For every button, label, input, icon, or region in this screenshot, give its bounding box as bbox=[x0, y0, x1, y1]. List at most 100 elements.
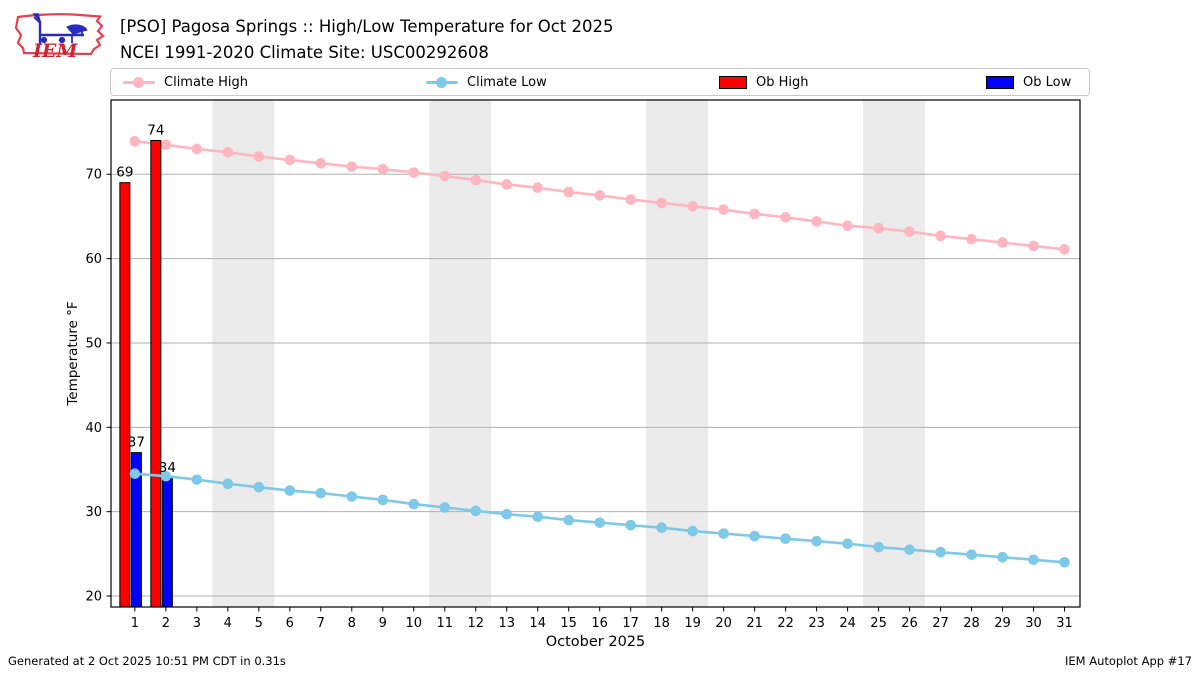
climate-high-marker bbox=[222, 147, 234, 158]
climate-low-marker bbox=[780, 533, 791, 544]
ob-high-bar bbox=[150, 139, 162, 608]
legend-item-climate-high: Climate High bbox=[123, 69, 248, 95]
x-tick-label: 9 bbox=[379, 616, 387, 631]
title-block: [PSO] Pagosa Springs :: High/Low Tempera… bbox=[120, 14, 614, 66]
climate-high-marker bbox=[501, 179, 513, 190]
climate-high-marker bbox=[780, 211, 791, 223]
climate-low-marker bbox=[315, 487, 327, 499]
x-tick-label: 28 bbox=[963, 616, 980, 631]
climate-low-marker bbox=[718, 528, 729, 539]
x-tick-label: 1 bbox=[131, 616, 139, 631]
legend-label: Climate Low bbox=[467, 74, 547, 90]
y-tick-label: 60 bbox=[85, 252, 102, 267]
x-tick-label: 4 bbox=[224, 616, 232, 631]
y-tick-label: 70 bbox=[85, 168, 102, 183]
legend-item-ob-high: Ob High bbox=[719, 69, 809, 95]
climate-high-marker bbox=[563, 186, 574, 198]
climate-high-marker bbox=[377, 163, 389, 175]
ob-high-bar-label: 74 bbox=[147, 122, 164, 138]
x-tick-label: 26 bbox=[901, 616, 918, 631]
x-tick-label: 3 bbox=[193, 616, 201, 631]
x-tick-label: 11 bbox=[436, 616, 453, 631]
climate-high-marker bbox=[253, 151, 265, 162]
app-credit: IEM Autoplot App #17 bbox=[1064, 654, 1192, 668]
climate-high-line-icon bbox=[123, 76, 155, 88]
climate-low-marker bbox=[563, 514, 574, 526]
y-tick-label: 30 bbox=[85, 505, 102, 520]
x-tick-label: 22 bbox=[777, 616, 794, 631]
climate-high-marker bbox=[315, 157, 327, 169]
x-tick-label: 21 bbox=[746, 616, 763, 631]
climate-high-marker bbox=[191, 143, 203, 155]
legend-label: Ob Low bbox=[1023, 74, 1072, 90]
climate-high-marker bbox=[656, 197, 667, 209]
climate-high-marker bbox=[470, 174, 482, 186]
climate-high-marker bbox=[625, 194, 636, 205]
climate-low-marker bbox=[532, 511, 544, 523]
weekend-band bbox=[863, 100, 926, 607]
climate-high-marker bbox=[966, 233, 977, 245]
legend: Climate High Climate Low Ob High Ob Low bbox=[110, 68, 1090, 96]
legend-item-ob-low: Ob Low bbox=[986, 69, 1071, 95]
x-tick-label: 29 bbox=[994, 616, 1011, 631]
climate-high-marker bbox=[873, 222, 884, 234]
climate-low-marker bbox=[687, 525, 698, 537]
ob-low-patch-icon bbox=[986, 75, 1014, 89]
climate-high-marker bbox=[749, 208, 760, 220]
generated-timestamp: Generated at 2 Oct 2025 10:51 PM CDT in … bbox=[8, 654, 286, 668]
climate-low-line-icon bbox=[426, 76, 458, 88]
climate-low-marker bbox=[1028, 554, 1039, 566]
iem-logo: IEM bbox=[14, 13, 105, 62]
climate-low-marker bbox=[222, 478, 234, 490]
x-tick-label: 12 bbox=[467, 616, 484, 631]
climate-high-marker bbox=[842, 220, 853, 231]
legend-item-climate-low: Climate Low bbox=[426, 69, 547, 95]
plot-border bbox=[110, 99, 1081, 608]
x-tick-label: 20 bbox=[715, 616, 732, 631]
x-axis-label: October 2025 bbox=[546, 634, 646, 650]
x-tick-label: 24 bbox=[839, 616, 856, 631]
x-tick-label: 25 bbox=[870, 616, 887, 631]
climate-high-marker bbox=[346, 161, 358, 172]
ob-low-bar-label: 34 bbox=[159, 460, 176, 476]
climate-high-marker bbox=[1059, 244, 1070, 255]
x-tick-label: 7 bbox=[317, 616, 325, 631]
climate-low-marker bbox=[594, 517, 605, 528]
x-tick-label: 15 bbox=[560, 616, 577, 631]
legend-label: Ob High bbox=[756, 74, 809, 90]
climate-high-marker bbox=[687, 200, 698, 212]
climate-low-marker bbox=[253, 481, 265, 493]
climate-low-marker bbox=[470, 505, 482, 517]
x-tick-label: 8 bbox=[348, 616, 356, 631]
x-tick-label: 17 bbox=[622, 616, 639, 631]
x-tick-label: 13 bbox=[498, 616, 515, 631]
ob-low-bar-label: 37 bbox=[128, 435, 145, 451]
climate-low-marker bbox=[191, 474, 203, 485]
weekend-band bbox=[212, 100, 275, 607]
weekend-band bbox=[429, 100, 492, 607]
climate-high-marker bbox=[129, 136, 141, 147]
ob-high-bar bbox=[119, 182, 131, 608]
chart-subtitle: NCEI 1991-2020 Climate Site: USC00292608 bbox=[120, 43, 489, 62]
climate-high-marker bbox=[284, 154, 296, 166]
climate-low-marker bbox=[904, 544, 915, 555]
x-tick-label: 18 bbox=[653, 616, 670, 631]
x-tick-label: 2 bbox=[162, 616, 170, 631]
climate-low-marker bbox=[439, 502, 451, 513]
ob-high-bar-label: 69 bbox=[116, 165, 133, 181]
legend-label: Climate High bbox=[164, 74, 249, 90]
climate-high-marker bbox=[997, 237, 1008, 248]
x-tick-label: 14 bbox=[529, 616, 546, 631]
climate-high-marker bbox=[718, 204, 729, 215]
climate-low-marker bbox=[501, 508, 513, 520]
x-tick-label: 16 bbox=[591, 616, 608, 631]
x-tick-label: 31 bbox=[1056, 616, 1073, 631]
y-axis-label: Temperature °F bbox=[65, 301, 81, 406]
x-tick-label: 10 bbox=[405, 616, 422, 631]
climate-high-marker bbox=[160, 139, 172, 151]
climate-high-marker bbox=[904, 226, 915, 237]
climate-low-marker bbox=[873, 541, 884, 553]
climate-low-marker bbox=[997, 551, 1008, 563]
ob-low-bar bbox=[161, 477, 173, 608]
